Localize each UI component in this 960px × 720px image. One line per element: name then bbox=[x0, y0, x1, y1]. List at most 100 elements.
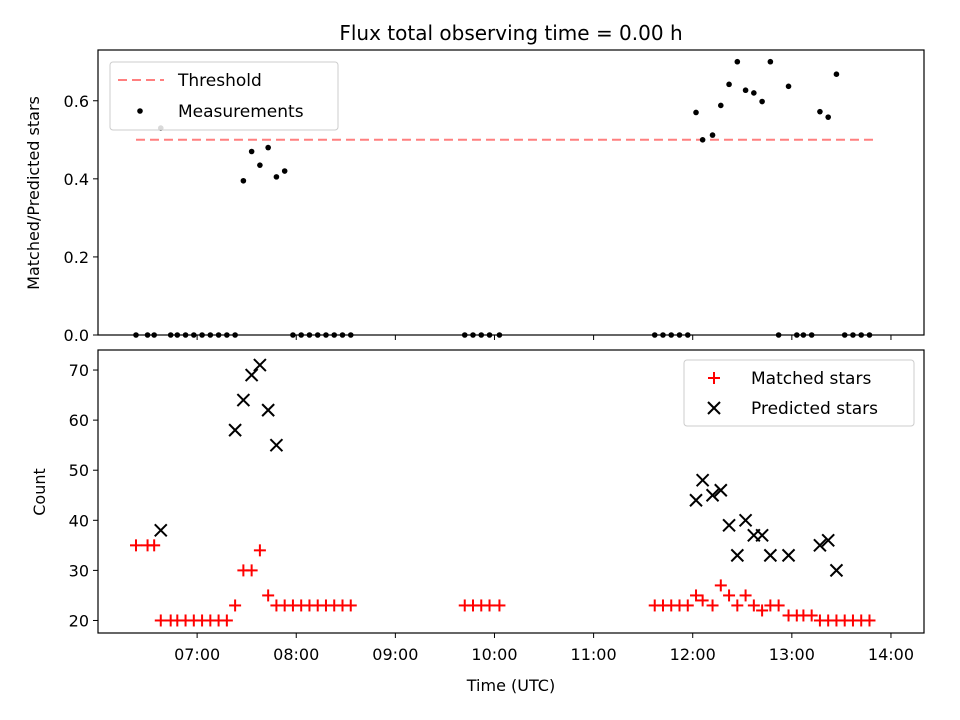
x-tick-label: 09:00 bbox=[372, 645, 418, 664]
measurement-point bbox=[726, 81, 732, 88]
legend-matched-label: Matched stars bbox=[751, 369, 871, 389]
matched-star-marker bbox=[706, 599, 719, 612]
predicted-star-marker bbox=[821, 533, 835, 548]
bottom-legend-box bbox=[683, 359, 915, 427]
predicted-star-marker bbox=[730, 548, 745, 563]
x-tick-label: 12:00 bbox=[670, 645, 716, 664]
legend-matched-swatch bbox=[708, 372, 720, 384]
matched-star-marker bbox=[690, 589, 703, 602]
matched-star-marker bbox=[220, 614, 233, 627]
measurement-point bbox=[240, 177, 247, 184]
top-x-ticks bbox=[196, 335, 892, 340]
x-tick-label: 07:00 bbox=[174, 645, 220, 664]
top-y-axis-label: Matched/Predicted stars bbox=[24, 96, 43, 290]
predicted-star-marker bbox=[813, 538, 827, 553]
measurement-point bbox=[693, 109, 699, 116]
matched-star-marker bbox=[723, 589, 736, 602]
bottom-y-tick-label: 20 bbox=[69, 611, 89, 630]
measurement-point bbox=[699, 136, 706, 143]
measurement-point bbox=[709, 132, 716, 138]
x-axis-label: Time (UTC) bbox=[466, 676, 555, 695]
top-y-ticks: 0.0 0.2 0.4 0.6 bbox=[64, 92, 98, 345]
predicted-star-marker bbox=[714, 483, 728, 497]
legend-measurements-label: Measurements bbox=[178, 102, 304, 122]
predicted-star-marker bbox=[228, 423, 242, 437]
x-tick-label: 08:00 bbox=[273, 645, 319, 664]
measurement-point bbox=[281, 168, 288, 174]
top-y-tick-label: 0.2 bbox=[64, 248, 89, 267]
predicted-star-marker bbox=[236, 393, 251, 407]
measurement-point bbox=[718, 102, 724, 109]
matched-star-marker bbox=[756, 604, 769, 617]
measurement-point bbox=[833, 71, 840, 78]
predicted-star-marker bbox=[781, 548, 796, 563]
bottom-y-tick-label: 50 bbox=[69, 461, 89, 480]
measurement-point bbox=[273, 174, 280, 180]
measurement-point bbox=[257, 162, 263, 168]
measurement-point bbox=[825, 114, 831, 120]
bottom-y-ticks: 20 30 40 50 60 70 bbox=[69, 361, 98, 630]
predicted-star-marker bbox=[738, 513, 753, 528]
bottom-y-tick-label: 70 bbox=[69, 361, 89, 380]
bottom-y-tick-label: 40 bbox=[69, 511, 89, 530]
top-y-tick-label: 0.6 bbox=[64, 92, 89, 111]
measurement-point bbox=[248, 148, 255, 155]
predicted-star-marker bbox=[261, 403, 275, 417]
top-panel: Flux total observing time = 0.00 h 0.00.… bbox=[24, 21, 925, 345]
matched-star-marker bbox=[148, 539, 161, 552]
measurement-point bbox=[265, 144, 271, 151]
matched-star-marker bbox=[731, 599, 744, 612]
bottom-panel: 20 30 40 50 60 70 07:00 08:00 09:00 10:00 11:00 12… bbox=[30, 349, 925, 695]
x-tick-label: 10:00 bbox=[471, 645, 517, 664]
measurement-point bbox=[785, 83, 792, 90]
predicted-star-marker bbox=[763, 548, 778, 563]
bottom-y-tick-label: 30 bbox=[69, 561, 89, 580]
legend-threshold-label: Threshold bbox=[177, 71, 262, 91]
predicted-star-marker bbox=[705, 488, 720, 502]
bottom-x-ticks: 07:00 08:00 09:00 10:00 11:00 12:00 13:00 14:00 bbox=[174, 633, 914, 664]
predicted-star-marker bbox=[829, 563, 844, 578]
matched-star-marker bbox=[696, 594, 709, 607]
top-legend: Threshold Measurements bbox=[109, 61, 339, 131]
matched-star-marker bbox=[772, 599, 785, 612]
predicted-star-marker bbox=[154, 523, 168, 538]
predicted-star-marker bbox=[269, 438, 284, 452]
matched-star-marker bbox=[747, 599, 760, 612]
x-tick-label: 13:00 bbox=[769, 645, 815, 664]
measurement-point bbox=[742, 87, 749, 94]
matched-star-marker bbox=[253, 544, 266, 557]
top-legend-box bbox=[109, 61, 339, 131]
x-tick-label: 14:00 bbox=[868, 645, 914, 664]
matched-star-marker bbox=[805, 609, 818, 622]
predicted-star-marker bbox=[695, 473, 710, 487]
legend-measurements-swatch bbox=[137, 108, 143, 114]
predicted-star-markers bbox=[154, 358, 844, 578]
top-y-tick-label: 0.4 bbox=[64, 170, 89, 189]
predicted-star-marker bbox=[244, 368, 259, 382]
measurement-point bbox=[817, 108, 823, 115]
legend-predicted-label: Predicted stars bbox=[751, 399, 878, 419]
legend-predicted-swatch bbox=[707, 401, 721, 415]
bottom-axes-frame bbox=[97, 349, 925, 634]
matched-star-marker bbox=[229, 599, 242, 612]
matched-star-marker bbox=[344, 599, 357, 612]
top-axes-frame bbox=[97, 49, 925, 336]
matched-star-marker bbox=[262, 589, 275, 602]
predicted-star-marker bbox=[689, 493, 703, 507]
predicted-star-marker bbox=[722, 518, 736, 533]
measurement-point bbox=[759, 98, 765, 105]
matched-star-markers bbox=[129, 539, 876, 627]
chart-title: Flux total observing time = 0.00 h bbox=[339, 21, 682, 45]
predicted-star-marker bbox=[253, 358, 267, 372]
bottom-y-axis-label: Count bbox=[30, 468, 49, 516]
matched-star-marker bbox=[681, 599, 694, 612]
matched-star-marker bbox=[493, 599, 506, 612]
matched-star-marker bbox=[129, 539, 142, 552]
measurement-point bbox=[751, 90, 757, 96]
matched-star-marker bbox=[245, 564, 258, 577]
x-tick-label: 11:00 bbox=[571, 645, 617, 664]
bottom-legend: Matched stars Predicted stars bbox=[683, 359, 915, 427]
matched-star-marker bbox=[739, 589, 752, 602]
measurement-point bbox=[767, 58, 774, 65]
